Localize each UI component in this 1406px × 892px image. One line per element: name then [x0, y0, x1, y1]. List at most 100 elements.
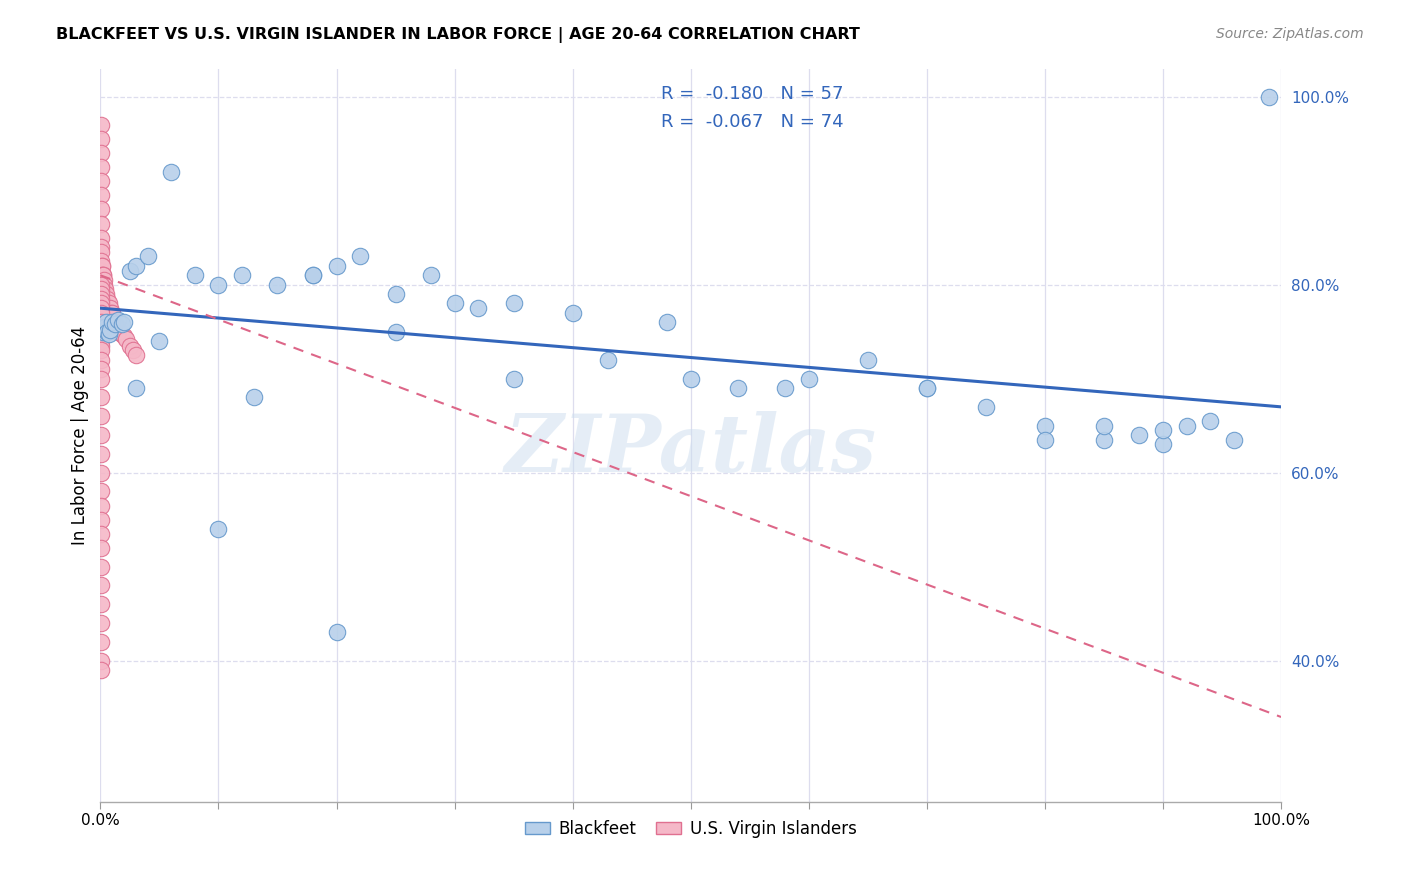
Point [90, 217, 112, 231]
Point [96, 325, 118, 339]
Point [93, 273, 115, 287]
Point [1092, 418, 1115, 433]
Point [90, 466, 112, 480]
Point [107, 325, 129, 339]
Point [136, 250, 159, 264]
Point [98, 323, 121, 337]
Point [1128, 428, 1150, 442]
Point [90, 559, 112, 574]
Point [773, 381, 796, 395]
Legend: Blackfeet, U.S. Virgin Islanders: Blackfeet, U.S. Virgin Islanders [519, 814, 863, 845]
Point [91, 268, 114, 283]
Point [94, 320, 117, 334]
Point [679, 372, 702, 386]
Point [105, 320, 128, 334]
Point [90, 244, 112, 259]
Point [90, 541, 112, 555]
Point [90, 329, 112, 343]
Point [90, 484, 112, 499]
Point [112, 315, 135, 329]
Point [94, 282, 117, 296]
Point [90, 240, 112, 254]
Point [93, 277, 115, 292]
Point [90, 339, 112, 353]
Point [96, 315, 118, 329]
Point [655, 315, 678, 329]
Point [90, 132, 112, 146]
Point [90, 409, 112, 424]
Point [97, 296, 120, 310]
Text: Source: ZipAtlas.com: Source: ZipAtlas.com [1216, 27, 1364, 41]
Point [125, 259, 148, 273]
Point [103, 317, 125, 331]
Point [266, 277, 288, 292]
Point [443, 296, 465, 310]
Point [148, 334, 170, 348]
Point [207, 277, 229, 292]
Point [90, 296, 112, 310]
Point [856, 352, 879, 367]
Point [1258, 89, 1281, 103]
Point [90, 320, 112, 334]
Point [974, 400, 997, 414]
Point [90, 306, 112, 320]
Point [90, 160, 112, 174]
Point [90, 301, 112, 315]
Point [90, 146, 112, 161]
Point [90, 513, 112, 527]
Point [467, 301, 489, 315]
Point [90, 597, 112, 611]
Point [90, 315, 112, 329]
Point [90, 268, 112, 283]
Point [91, 268, 114, 283]
Point [231, 268, 253, 283]
Point [207, 522, 229, 536]
Point [349, 250, 371, 264]
Point [1092, 433, 1115, 447]
Point [101, 315, 124, 329]
Point [118, 263, 141, 277]
Point [90, 343, 112, 358]
Point [97, 326, 120, 341]
Point [420, 268, 443, 283]
Point [1199, 414, 1222, 428]
Point [797, 372, 820, 386]
Point [502, 372, 524, 386]
Point [90, 282, 112, 296]
Point [502, 296, 524, 310]
Point [561, 306, 583, 320]
Y-axis label: In Labor Force | Age 20-64: In Labor Force | Age 20-64 [72, 326, 89, 545]
Point [110, 317, 132, 331]
Text: R =  -0.180   N = 57: R = -0.180 N = 57 [661, 85, 844, 103]
Point [91, 277, 114, 292]
Point [112, 329, 135, 343]
Point [90, 654, 112, 668]
Point [325, 259, 347, 273]
Point [915, 381, 938, 395]
Point [98, 301, 121, 315]
Point [1152, 437, 1174, 451]
Point [91, 325, 114, 339]
Point [115, 332, 138, 346]
Text: R =  -0.067   N = 74: R = -0.067 N = 74 [661, 112, 844, 130]
Point [90, 202, 112, 217]
Point [325, 625, 347, 640]
Point [90, 277, 112, 292]
Point [107, 313, 129, 327]
Point [91, 259, 114, 273]
Point [100, 306, 122, 320]
Point [91, 268, 114, 283]
Point [1033, 433, 1056, 447]
Point [90, 526, 112, 541]
Point [90, 362, 112, 376]
Point [1152, 423, 1174, 437]
Point [90, 428, 112, 442]
Point [90, 391, 112, 405]
Point [90, 277, 112, 292]
Text: ZIPatlas: ZIPatlas [505, 411, 877, 489]
Point [90, 352, 112, 367]
Point [118, 339, 141, 353]
Point [727, 381, 749, 395]
Point [160, 165, 183, 179]
Point [90, 499, 112, 513]
